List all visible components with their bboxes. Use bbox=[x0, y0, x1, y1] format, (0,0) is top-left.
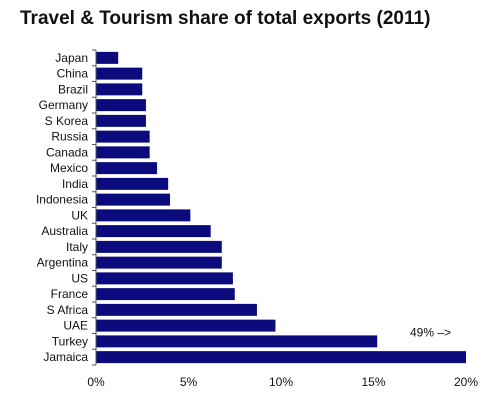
bar-russia bbox=[96, 130, 150, 143]
bar-uk bbox=[96, 209, 191, 222]
bar-china bbox=[96, 67, 143, 80]
bar-germany bbox=[96, 99, 146, 112]
category-label: Russia bbox=[51, 130, 88, 144]
category-label: Argentina bbox=[37, 256, 89, 270]
category-label: UK bbox=[71, 208, 88, 222]
bar-italy bbox=[96, 240, 222, 253]
category-label: Turkey bbox=[52, 334, 88, 348]
bar-s-korea bbox=[96, 114, 146, 127]
category-label: S Korea bbox=[45, 114, 89, 128]
x-tick-label: 20% bbox=[454, 375, 478, 389]
category-label: Mexico bbox=[50, 161, 88, 175]
x-tick-label: 10% bbox=[269, 375, 293, 389]
bar-australia bbox=[96, 225, 211, 238]
x-tick-label: 0% bbox=[87, 375, 105, 389]
category-label: Brazil bbox=[58, 82, 88, 96]
category-label: Australia bbox=[41, 224, 88, 238]
bar-india bbox=[96, 177, 169, 190]
bar-jamaica bbox=[96, 351, 466, 364]
bar-brazil bbox=[96, 83, 143, 96]
annotations: 49% –> bbox=[410, 325, 451, 339]
annotation-label: 49% –> bbox=[410, 325, 451, 339]
bars-group bbox=[96, 51, 466, 364]
category-label: UAE bbox=[63, 319, 88, 333]
category-label: Jamaica bbox=[43, 350, 88, 364]
bar-turkey bbox=[96, 335, 378, 348]
bar-japan bbox=[96, 51, 119, 64]
bar-s-africa bbox=[96, 303, 257, 316]
bar-indonesia bbox=[96, 193, 170, 206]
x-tick-label: 5% bbox=[180, 375, 198, 389]
category-label: France bbox=[51, 287, 89, 301]
category-label: Indonesia bbox=[36, 193, 88, 207]
category-label: Japan bbox=[55, 51, 88, 65]
chart-title: Travel & Tourism share of total exports … bbox=[20, 8, 431, 29]
category-label: Germany bbox=[39, 98, 88, 112]
category-label: China bbox=[57, 67, 89, 81]
category-label: Italy bbox=[66, 240, 88, 254]
bar-argentina bbox=[96, 256, 222, 269]
category-label: Canada bbox=[46, 145, 88, 159]
axes-group bbox=[92, 49, 97, 366]
bar-mexico bbox=[96, 162, 158, 175]
bar-uae bbox=[96, 319, 276, 332]
category-label: India bbox=[62, 177, 88, 191]
category-label: S Africa bbox=[47, 303, 89, 317]
bar-canada bbox=[96, 146, 150, 159]
x-tick-label: 15% bbox=[361, 375, 385, 389]
bar-france bbox=[96, 288, 235, 301]
category-label: US bbox=[71, 271, 88, 285]
x-tick-labels: 0% 5% 10% 15% 20% bbox=[87, 375, 478, 389]
bar-us bbox=[96, 272, 233, 285]
